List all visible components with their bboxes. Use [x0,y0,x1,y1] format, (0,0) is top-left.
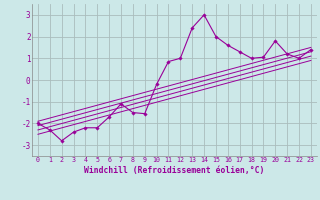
X-axis label: Windchill (Refroidissement éolien,°C): Windchill (Refroidissement éolien,°C) [84,166,265,175]
